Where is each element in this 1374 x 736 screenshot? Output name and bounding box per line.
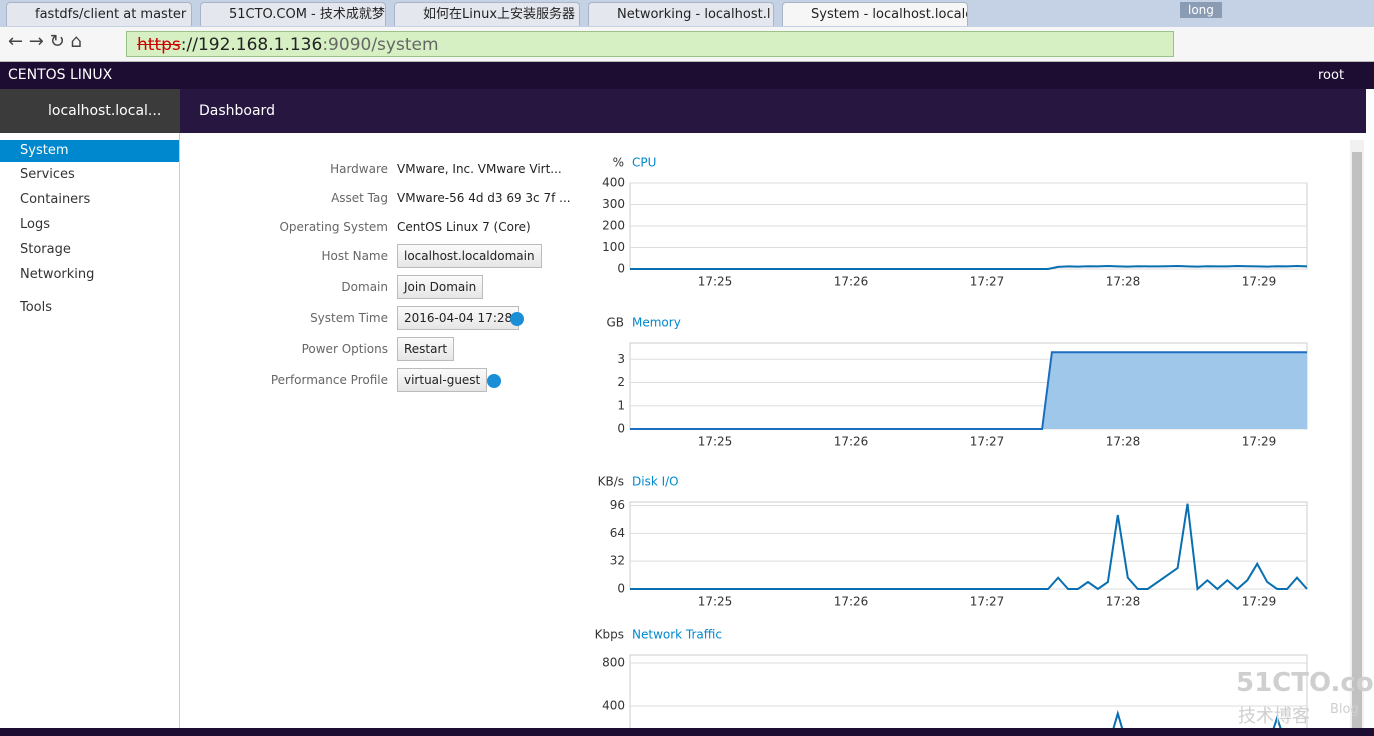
x-tick-label: 17:26 [834,595,869,609]
x-tick-label: 17:29 [1242,435,1277,449]
tab[interactable]: Networking - localhost.l [588,2,774,26]
y-tick-label: 2 [617,375,625,389]
x-tick-label: 17:25 [698,435,733,449]
info-icon [487,374,501,388]
y-tick-label: 400 [602,699,625,713]
x-tick-label: 17:27 [970,595,1005,609]
plot-frame [629,654,1308,728]
nav-item[interactable]: Tools [20,300,53,315]
series-line [630,503,1308,592]
info-label: Performance Profile [270,373,388,387]
tab-strip: fastdfs/client at master · 51CTO.COM - 技… [0,0,1374,27]
y-tick-label: 0 [617,582,625,596]
taskbar [0,728,1374,736]
info-value: VMware, Inc. VMware Virt... [397,162,562,176]
x-tick-label: 17:29 [1242,595,1277,609]
nav-buttons[interactable]: ← → ↻ ⌂ [8,31,82,52]
y-tick-label: 400 [602,176,625,190]
chart-unit: Kbps [595,628,624,642]
y-tick-label: 3 [617,352,625,366]
area-fill [630,352,1307,429]
watermark: Blog [1330,702,1359,717]
y-tick-label: 300 [602,197,625,211]
header: CENTOS LINUX root [0,62,1374,89]
y-tick-label: 800 [602,656,625,670]
y-tick-label: 200 [602,219,625,233]
info-value: VMware-56 4d d3 69 3c 7f ... [397,191,571,205]
address-bar[interactable]: https://192.168.1.136:9090/system [126,31,1174,57]
chart-unit: GB [606,316,624,330]
profile[interactable]: long [1180,2,1222,18]
host-selector[interactable]: localhost.local... [0,89,180,133]
tab[interactable]: System - localhost.localc [782,2,968,26]
x-tick-label: 17:28 [1106,595,1141,609]
x-tick-label: 17:25 [698,595,733,609]
x-tick-label: 17:28 [1106,435,1141,449]
series-line [630,264,1308,270]
tab[interactable]: 如何在Linux上安装服务器 [394,2,580,26]
nav-item[interactable]: Services [20,167,75,182]
info-button[interactable]: Join Domain [397,275,484,299]
info-icon [510,312,524,326]
y-tick-label: 96 [610,498,625,512]
chart-title: Network Traffic [632,628,722,642]
plot-frame [629,501,1308,590]
scroll-thumb[interactable] [1352,152,1362,728]
chart-title: CPU [632,156,656,170]
info-label: Domain [341,280,388,294]
nav-item[interactable]: Networking [20,267,95,282]
x-tick-label: 17:28 [1106,275,1141,289]
y-tick-label: 1 [617,398,625,412]
info-label: Hardware [330,162,388,176]
brand: CENTOS LINUX [8,67,113,83]
page-title: Dashboard [199,103,275,119]
url-host: ://192.168.1.136 [180,35,323,55]
nav-item[interactable]: Containers [20,192,91,207]
chart-title: Memory [632,316,681,330]
x-tick-label: 17:25 [698,275,733,289]
info-button[interactable]: localhost.localdomain [397,244,542,268]
x-tick-label: 17:26 [834,275,869,289]
tab[interactable]: fastdfs/client at master · [6,2,192,26]
info-button[interactable]: 2016-04-04 17:28 [397,306,520,330]
x-tick-label: 17:27 [970,275,1005,289]
info-button[interactable]: Restart [397,337,455,361]
series-line [630,351,1307,430]
nav-item[interactable]: Storage [20,242,71,257]
toolbar: ← → ↻ ⌂ https://192.168.1.136:9090/syste… [0,27,1374,62]
nav-item[interactable]: System [0,140,179,162]
y-tick-label: 0 [617,262,625,276]
info-label: Asset Tag [331,191,388,205]
url-scheme: https [137,35,181,55]
user-menu[interactable]: root [1318,68,1345,83]
url-path: :9090/system [322,35,439,55]
chart-unit: % [613,156,624,170]
info-label: Power Options [301,342,388,356]
y-tick-label: 64 [610,526,625,540]
sidebar: System Services Containers Logs Storage … [0,133,180,728]
tab[interactable]: 51CTO.COM - 技术成就梦 [200,2,386,26]
y-tick-label: 0 [617,422,625,436]
chart-title: Disk I/O [632,475,679,489]
x-tick-label: 17:29 [1242,275,1277,289]
host-bar: localhost.local... Dashboard [0,89,1366,133]
info-label: Operating System [279,220,388,234]
x-tick-label: 17:26 [834,435,869,449]
nav-item[interactable]: Logs [20,217,50,232]
info-button[interactable]: virtual-guest [397,368,488,392]
y-tick-label: 32 [610,554,625,568]
info-value: CentOS Linux 7 (Core) [397,220,531,234]
watermark: 技术博客 [1238,706,1310,727]
info-label: Host Name [321,249,388,263]
chart-unit: KB/s [598,475,624,489]
host-name: localhost.local... [48,103,162,119]
watermark: 51CTO.com [1236,668,1374,698]
series-line [1112,709,1282,728]
x-tick-label: 17:27 [970,435,1005,449]
y-tick-label: 100 [602,240,625,254]
info-label: System Time [310,311,388,325]
